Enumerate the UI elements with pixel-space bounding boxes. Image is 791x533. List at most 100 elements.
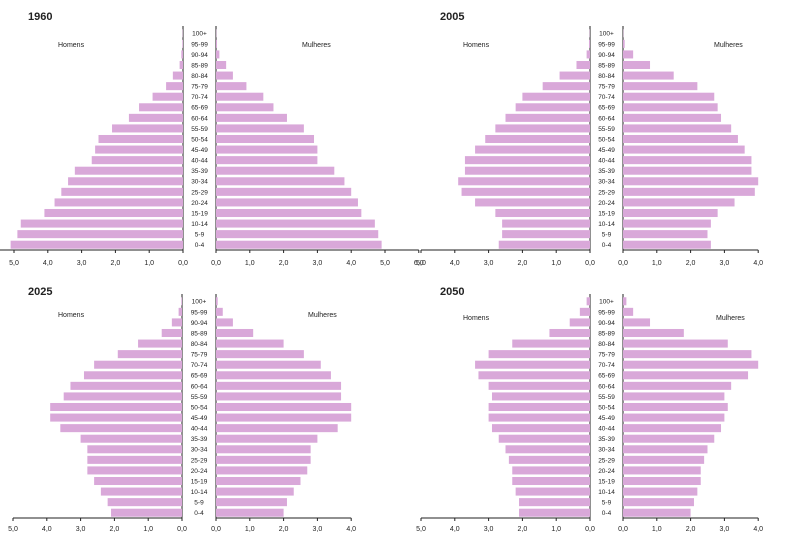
bar-mulheres-60-64 [216,113,287,122]
panel-title: 2005 [440,11,464,23]
age-label-10-14: 10-14 [191,221,208,228]
bar-mulheres-5-9 [216,230,379,239]
bar-homens-70-74 [94,360,182,369]
bar-homens-35-39 [498,434,590,443]
bar-mulheres-15-19 [623,208,718,218]
bar-homens-35-39 [74,166,183,175]
bar-homens-0-4 [519,508,590,517]
left-tick-label: 1,0 [143,526,153,533]
bar-homens-95-99 [579,307,590,316]
left-tick-label: 4,0 [450,260,460,267]
right-tick-label: 4,0 [753,260,763,267]
age-label-65-69: 65-69 [191,105,208,112]
bar-mulheres-35-39 [216,166,335,175]
bar-homens-95-99 [588,39,590,48]
bar-mulheres-40-44 [623,424,722,433]
panel-title: 1960 [28,11,52,23]
bar-homens-15-19 [94,476,182,486]
bar-homens-20-24 [87,466,182,475]
bar-mulheres-0-4 [623,240,711,249]
bar-homens-85-89 [549,328,590,338]
bar-mulheres-90-94 [216,318,233,327]
age-label-90-94: 90-94 [191,320,208,327]
bar-homens-55-59 [112,124,183,133]
left-tick-label: 5,0 [416,526,426,533]
right-tick-label: 2,0 [279,260,289,267]
left-tick-label: 5,0 [8,526,18,533]
bar-mulheres-60-64 [623,113,722,122]
bar-mulheres-5-9 [623,230,708,239]
left-tick-label: 1,0 [551,260,561,267]
age-label-55-59: 55-59 [598,394,615,401]
bar-homens-10-14 [20,219,184,228]
bar-homens-40-44 [491,424,590,433]
age-label-95-99: 95-99 [191,309,208,316]
bar-mulheres-25-29 [623,187,755,196]
age-label-40-44: 40-44 [598,158,615,165]
right-series-label: Mulheres [302,42,331,49]
bar-mulheres-25-29 [623,455,705,464]
right-tick-label: 3,0 [313,260,323,267]
bar-mulheres-95-99 [623,307,634,316]
bar-mulheres-80-84 [623,71,674,80]
left-series-label: Homens [463,42,490,49]
age-label-70-74: 70-74 [598,94,615,101]
bar-homens-95-99 [178,307,182,316]
bar-homens-85-89 [179,60,183,70]
age-label-75-79: 75-79 [598,84,615,91]
age-label-35-39: 35-39 [598,436,615,443]
left-tick-label: 2,0 [518,260,528,267]
bar-homens-40-44 [91,156,183,165]
bar-homens-15-19 [512,476,590,486]
bar-mulheres-75-79 [216,82,247,91]
bar-mulheres-35-39 [623,166,752,175]
bar-homens-75-79 [166,82,183,91]
bar-mulheres-80-84 [623,339,728,348]
age-label-20-24: 20-24 [598,468,615,475]
left-series-label: Homens [58,42,85,49]
age-label-60-64: 60-64 [598,115,615,122]
age-label-45-49: 45-49 [598,147,615,154]
bar-homens-25-29 [61,187,183,196]
age-label-60-64: 60-64 [598,383,615,390]
bar-homens-0-4 [10,240,184,249]
age-label-55-59: 55-59 [191,394,208,401]
age-label-80-84: 80-84 [191,341,208,348]
age-label-10-14: 10-14 [598,221,615,228]
bar-mulheres-55-59 [216,392,342,401]
bar-mulheres-80-84 [216,339,284,348]
bar-mulheres-20-24 [216,466,308,475]
age-label-90-94: 90-94 [191,52,208,59]
bar-mulheres-10-14 [623,219,711,228]
right-tick-label: 0,0 [618,260,628,267]
bar-mulheres-85-89 [623,328,684,338]
age-label-60-64: 60-64 [191,383,208,390]
age-label-100+: 100+ [192,31,207,38]
age-label-0-4: 0-4 [602,242,612,249]
pyramid-panel-2025: 2025 Homens Mulheres 0-4 5-9 10-14 15-19 20-24 2… [8,286,356,533]
age-label-50-54: 50-54 [598,136,615,143]
age-label-95-99: 95-99 [191,41,208,48]
age-label-100+: 100+ [599,299,614,306]
bar-homens-40-44 [464,156,590,165]
age-label-50-54: 50-54 [191,404,208,411]
bar-homens-70-74 [475,360,590,369]
age-label-65-69: 65-69 [598,105,615,112]
right-tick-label: 4,0 [346,526,356,533]
right-tick-label: 2,0 [279,526,289,533]
bar-mulheres-30-34 [216,177,345,186]
left-tick-label: 2,0 [111,260,121,267]
age-label-65-69: 65-69 [598,373,615,380]
left-tick-label: 1,0 [551,526,561,533]
age-label-85-89: 85-89 [598,330,615,337]
age-label-50-54: 50-54 [191,136,208,143]
age-label-85-89: 85-89 [191,62,208,69]
bar-homens-30-34 [68,177,183,186]
pyramid-panel-2050: 2050 Homens Mulheres 0-4 5-9 10-14 15-19 20-24 2… [416,286,763,533]
age-label-70-74: 70-74 [191,362,208,369]
bar-mulheres-25-29 [216,455,311,464]
age-label-20-24: 20-24 [191,200,208,207]
bar-mulheres-0-4 [216,240,382,249]
bar-mulheres-40-44 [623,156,752,165]
bar-mulheres-70-74 [216,360,321,369]
